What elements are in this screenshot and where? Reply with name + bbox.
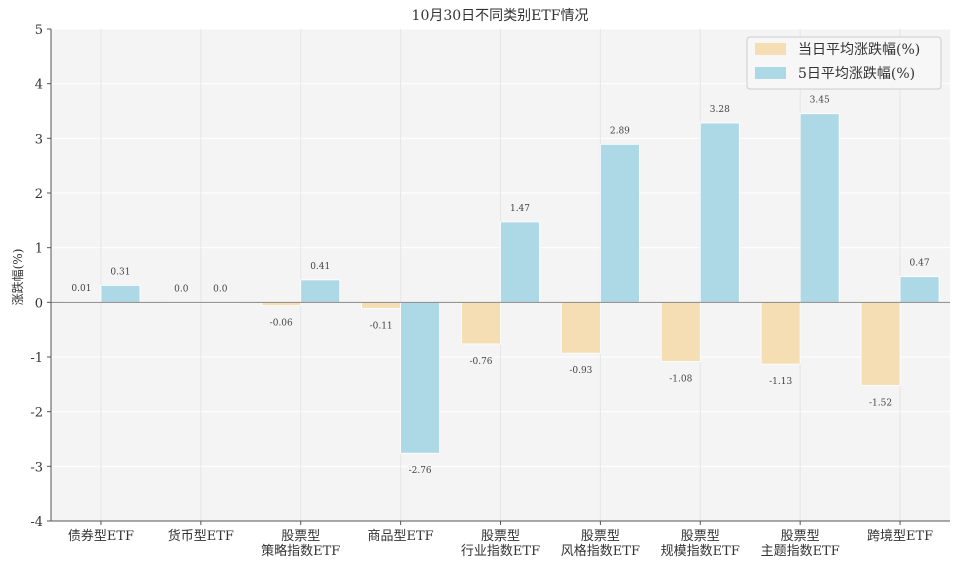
data-label-5day: -2.76 [409, 466, 432, 476]
y-tick-label: -3 [30, 460, 43, 475]
x-tick-label: 股票型 [481, 529, 520, 544]
bar-5day [699, 122, 740, 303]
y-tick-label: -4 [30, 515, 43, 530]
legend-swatch-daily [755, 43, 786, 55]
data-label-5day: 0.31 [110, 267, 130, 277]
x-tick-label: 行业指数ETF [461, 544, 540, 559]
y-tick-label: -1 [30, 351, 43, 366]
x-tick-label: 跨境型ETF [867, 529, 933, 544]
x-tick-label: 货币型ETF [168, 528, 234, 544]
y-tick-label: 4 [35, 78, 43, 93]
bar-5day [300, 279, 341, 303]
x-tick-label: 债券型ETF [68, 528, 134, 544]
y-tick-label: 1 [35, 242, 43, 257]
bar-daily [461, 301, 501, 345]
bar-daily [560, 301, 601, 354]
data-label-5day: 1.47 [510, 204, 530, 214]
x-tick-label: 股票型 [681, 529, 720, 544]
data-label-daily: -0.06 [270, 319, 293, 329]
legend: 当日平均涨跌幅(%) 5日平均涨跌幅(%) [746, 36, 942, 90]
data-label-daily: 0.01 [71, 284, 91, 294]
y-axis-label: 涨跌幅(%) [10, 249, 25, 306]
x-tick-label: 风格指数ETF [561, 543, 640, 559]
x-tick-label: 股票型 [581, 529, 620, 544]
bar-5day [599, 143, 640, 303]
x-tick-label: 股票型 [281, 529, 320, 544]
bar-5day [400, 301, 441, 454]
data-label-5day: 0.41 [310, 262, 330, 272]
legend-box [746, 36, 942, 90]
data-label-5day: 2.89 [610, 126, 630, 136]
x-tick-label: 策略指数ETF [261, 543, 340, 559]
data-label-daily: -1.13 [769, 377, 792, 387]
bar-daily [760, 301, 801, 365]
x-tick-label: 商品型ETF [368, 529, 434, 544]
data-label-daily: -0.93 [569, 366, 592, 376]
data-label-daily: -1.52 [869, 398, 892, 408]
y-tick-label: -2 [30, 406, 43, 421]
bar-daily [361, 301, 402, 309]
y-tick-label: 3 [35, 132, 43, 147]
data-label-5day: 0.0 [213, 284, 228, 294]
chart-title: 10月30日不同类别ETF情况 [412, 8, 589, 24]
legend-swatch-5day [755, 67, 786, 79]
y-tick-label: 5 [35, 23, 43, 38]
y-tick-label: 2 [35, 187, 43, 202]
bar-5day [500, 221, 540, 303]
bar-5day [799, 113, 840, 303]
x-tick-label: 规模指数ETF [661, 544, 740, 559]
bar-daily [660, 301, 701, 362]
y-tick-label: 0 [35, 296, 43, 311]
data-label-daily: -0.76 [469, 357, 492, 367]
data-label-daily: -0.11 [370, 321, 393, 331]
legend-label-5day: 5日平均涨跌幅(%) [798, 66, 915, 82]
bar-daily [860, 301, 901, 386]
data-label-5day: 3.28 [710, 105, 730, 115]
data-labels: 0.01 0.0 -0.06 -0.11 -0.76 -0.93 -1.08 -1.13 -1.… [71, 96, 929, 476]
data-label-5day: 0.47 [910, 259, 930, 269]
bar-5day [100, 284, 141, 303]
x-tick-label: 主题指数ETF [761, 544, 840, 559]
data-label-daily: -1.08 [669, 374, 692, 384]
x-tick-label: 股票型 [781, 529, 820, 544]
bar-5day [899, 276, 940, 303]
data-label-5day: 3.45 [810, 96, 830, 106]
data-label-daily: 0.0 [174, 284, 189, 294]
legend-label-daily: 当日平均涨跌幅(%) [798, 42, 920, 58]
